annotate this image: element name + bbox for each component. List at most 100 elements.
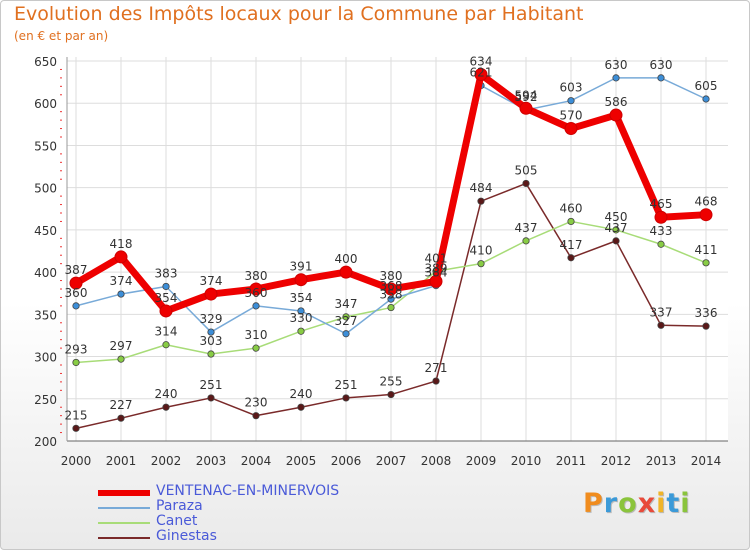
x-tick-label: 2008 <box>421 454 452 468</box>
data-label-ginestas: 251 <box>335 378 358 392</box>
data-point-paraza <box>612 74 620 82</box>
data-label-paraza: 630 <box>605 58 628 72</box>
data-point-ventenac-en-minervois <box>474 68 488 82</box>
data-point-ventenac-en-minervois <box>609 108 623 122</box>
data-point-ventenac-en-minervois <box>564 122 578 136</box>
x-tick-label: 2013 <box>646 454 677 468</box>
data-point-paraza <box>252 302 260 310</box>
data-label-ginestas: 484 <box>470 181 493 195</box>
y-tick-label: 500 <box>34 182 57 196</box>
data-label-canet: 330 <box>290 311 313 325</box>
data-label-ginestas: 240 <box>155 387 178 401</box>
data-label-paraza: 329 <box>200 312 223 326</box>
y-tick-label: 300 <box>34 351 57 365</box>
x-tick-label: 2002 <box>151 454 182 468</box>
y-tick-label: 650 <box>34 55 57 69</box>
data-point-paraza <box>297 307 305 315</box>
data-point-ginestas <box>117 414 125 422</box>
data-label-canet: 401 <box>425 251 448 265</box>
data-label-canet: 411 <box>695 243 718 257</box>
data-point-canet <box>612 226 620 234</box>
logo-letter: r <box>603 488 619 519</box>
data-label-ventenac-en-minervois: 354 <box>155 291 178 305</box>
data-label-ventenac-en-minervois: 586 <box>605 95 628 109</box>
data-point-paraza <box>657 74 665 82</box>
data-label-paraza: 360 <box>245 286 268 300</box>
data-label-paraza: 354 <box>290 291 313 305</box>
data-label-canet: 410 <box>470 244 493 258</box>
data-label-canet: 437 <box>515 221 538 235</box>
data-label-paraza: 630 <box>650 58 673 72</box>
data-label-canet: 293 <box>65 342 88 356</box>
data-point-ventenac-en-minervois <box>69 276 83 290</box>
chart-title: Evolution des Impôts locaux pour la Comm… <box>14 3 584 25</box>
x-tick-label: 2000 <box>61 454 92 468</box>
data-point-ventenac-en-minervois <box>159 304 173 318</box>
data-point-ginestas <box>567 254 575 262</box>
x-tick-label: 2012 <box>601 454 632 468</box>
chart-subtitle: (en € et par an) <box>14 29 109 43</box>
y-tick-label: 350 <box>34 308 57 322</box>
data-label-ventenac-en-minervois: 400 <box>335 252 358 266</box>
data-point-ginestas <box>162 403 170 411</box>
data-point-canet <box>252 344 260 352</box>
data-label-canet: 310 <box>245 328 268 342</box>
logo-letter: i <box>656 488 667 519</box>
logo-letter: o <box>618 488 638 519</box>
data-label-ginestas: 227 <box>110 398 133 412</box>
data-label-canet: 358 <box>380 288 403 302</box>
data-label-canet: 314 <box>155 325 178 339</box>
data-label-ventenac-en-minervois: 391 <box>290 260 313 274</box>
data-point-ventenac-en-minervois <box>384 282 398 296</box>
data-label-paraza: 605 <box>695 79 718 93</box>
data-point-paraza <box>207 328 215 336</box>
x-tick-label: 2014 <box>691 454 722 468</box>
data-point-ginestas <box>297 403 305 411</box>
data-label-ventenac-en-minervois: 594 <box>515 88 538 102</box>
legend-label-paraza: Paraza <box>156 498 203 514</box>
data-point-ginestas <box>387 390 395 399</box>
data-point-canet <box>297 327 305 335</box>
data-label-ventenac-en-minervois: 634 <box>470 55 493 69</box>
data-label-paraza: 384 <box>425 266 448 280</box>
data-point-canet <box>567 217 575 226</box>
data-label-ginestas: 240 <box>290 387 313 401</box>
x-tick-label: 2005 <box>286 454 317 468</box>
data-point-canet <box>117 355 125 363</box>
legend-swatch-paraza <box>98 507 150 509</box>
data-point-canet <box>522 237 530 245</box>
data-point-ginestas <box>432 377 440 385</box>
data-label-paraza: 592 <box>515 90 538 104</box>
data-label-ventenac-en-minervois: 418 <box>110 237 133 251</box>
data-label-ventenac-en-minervois: 380 <box>380 269 403 283</box>
logo-letter: t <box>666 488 681 519</box>
data-label-ventenac-en-minervois: 389 <box>425 261 448 275</box>
data-point-ginestas <box>252 412 260 420</box>
data-label-ventenac-en-minervois: 374 <box>200 274 223 288</box>
legend-swatch-canet <box>98 522 150 524</box>
data-label-ginestas: 417 <box>560 238 583 252</box>
y-tick-label: 550 <box>34 139 57 153</box>
data-point-paraza <box>342 330 350 338</box>
data-label-paraza: 327 <box>335 314 358 328</box>
data-label-paraza: 360 <box>65 286 88 300</box>
data-label-ginestas: 505 <box>515 163 538 177</box>
data-point-ginestas <box>612 237 620 245</box>
data-label-canet: 297 <box>110 339 133 353</box>
data-point-paraza <box>387 295 395 303</box>
data-label-paraza: 383 <box>155 266 178 280</box>
data-label-paraza: 374 <box>110 274 133 288</box>
proxiti-logo: Proxiti <box>583 488 691 519</box>
x-tick-label: 2009 <box>466 454 497 468</box>
data-point-ginestas <box>207 394 215 402</box>
x-tick-label: 2001 <box>106 454 137 468</box>
data-point-paraza <box>162 282 170 291</box>
data-point-paraza <box>72 302 80 310</box>
data-point-canet <box>702 259 710 267</box>
data-point-paraza <box>117 290 125 298</box>
data-label-ginestas: 230 <box>245 396 268 410</box>
data-point-canet <box>387 303 395 312</box>
data-point-ventenac-en-minervois <box>339 265 353 279</box>
data-point-canet <box>162 341 170 349</box>
